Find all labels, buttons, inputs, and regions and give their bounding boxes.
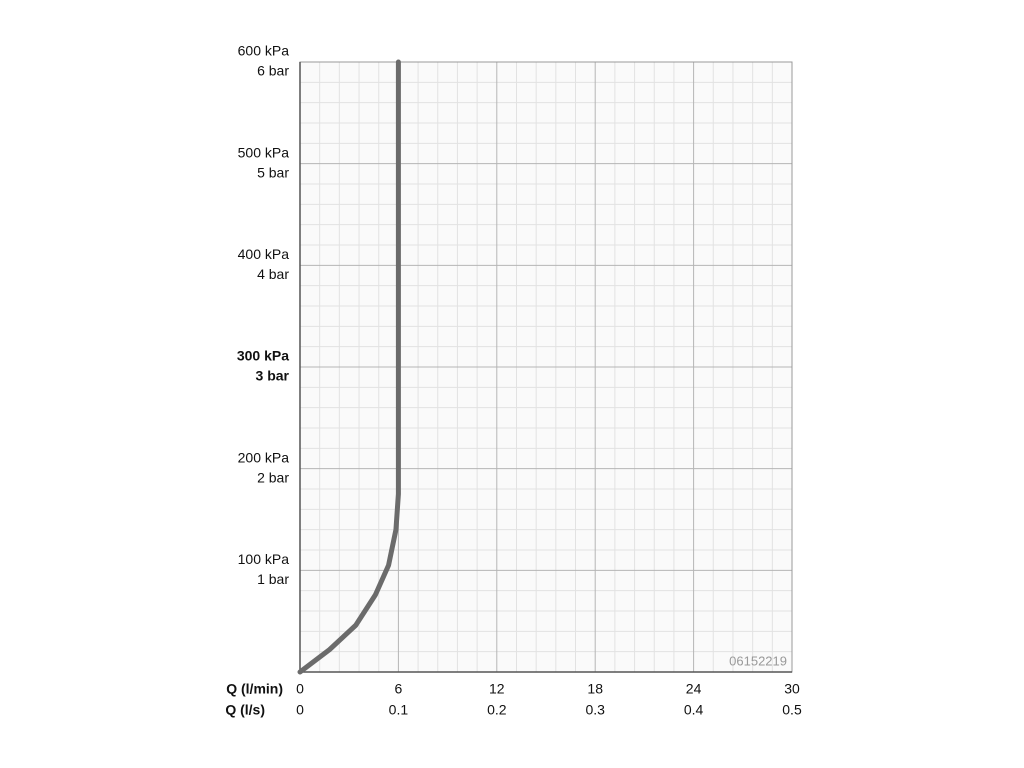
y2-tick-label: 3 bar: [256, 368, 290, 384]
x-axis-label: Q (l/min): [226, 681, 283, 697]
x-tick-label: 24: [686, 681, 702, 697]
y-tick-label: 100 kPa: [238, 551, 290, 567]
x-tick-label: 0: [296, 681, 304, 697]
x2-tick-label: 0.2: [487, 702, 507, 718]
x-tick-label: 6: [395, 681, 403, 697]
y-tick-label: 300 kPa: [237, 348, 289, 364]
x2-tick-label: 0.3: [585, 702, 605, 718]
y2-tick-label: 6 bar: [257, 63, 289, 79]
curve: [297, 59, 401, 675]
y-tick-label: 400 kPa: [238, 246, 290, 262]
annotation: 06152219: [729, 653, 787, 668]
x2-axis-label: Q (l/s): [225, 702, 265, 718]
y2-tick-label: 1 bar: [257, 571, 289, 587]
y2-tick-label: 2 bar: [257, 469, 289, 485]
y-tick-label: 200 kPa: [238, 449, 290, 465]
x-tick-label: 18: [587, 681, 603, 697]
x2-tick-label: 0: [296, 702, 304, 718]
y2-tick-label: 4 bar: [257, 266, 289, 282]
y2-tick-label: 5 bar: [257, 164, 289, 180]
x-tick-label: 30: [784, 681, 800, 697]
x-tick-label: 12: [489, 681, 505, 697]
y-tick-label: 600 kPa: [238, 43, 290, 59]
y-tick-label: 500 kPa: [238, 144, 290, 160]
x2-tick-label: 0.4: [684, 702, 704, 718]
x2-tick-label: 0.1: [389, 702, 409, 718]
x2-tick-label: 0.5: [782, 702, 802, 718]
